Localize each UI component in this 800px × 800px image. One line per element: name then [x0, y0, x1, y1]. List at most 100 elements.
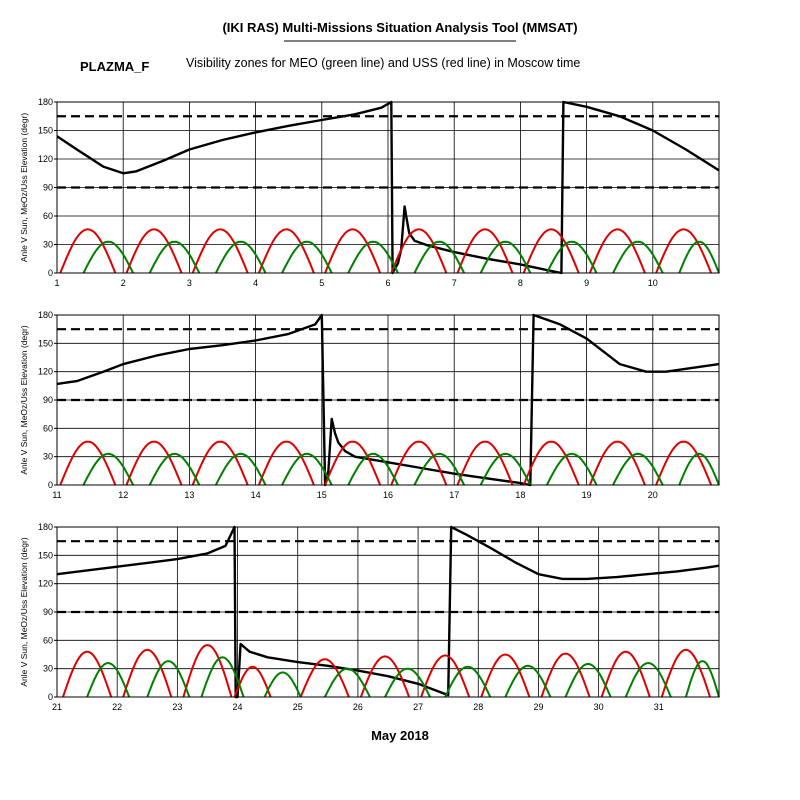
y-tick-label: 150 [38, 338, 53, 348]
green-visibility-arc [347, 452, 399, 486]
y-axis-label: Anle V Sun, MeOz/Uss Elevation (degr) [19, 537, 29, 686]
mission-label: PLAZMA_F [80, 59, 149, 74]
y-tick-label: 90 [43, 395, 53, 405]
x-tick-label: 15 [317, 490, 327, 500]
green-visibility-arc [413, 452, 465, 486]
green-visibility-arc [678, 452, 720, 486]
x-tick-label: 21 [52, 702, 62, 712]
y-tick-label: 180 [38, 97, 53, 107]
green-visibility-arc [148, 240, 201, 274]
x-tick-label: 17 [449, 490, 459, 500]
red-visibility-arc [324, 440, 382, 486]
red-visibility-arc [191, 440, 249, 486]
x-tick-label: 11 [52, 490, 61, 500]
green-visibility-arc [612, 240, 664, 274]
x-tick-label: 2 [121, 278, 126, 288]
y-tick-label: 150 [38, 550, 53, 560]
green-visibility-arc [479, 240, 532, 274]
red-visibility-arc [540, 652, 591, 698]
chart-panel-1: 0 30 60 90 120 150 180 1 2 3 4 5 6 7 8 9 10 Anle V Sun, M… [19, 97, 720, 288]
red-visibility-arc [588, 228, 646, 274]
y-tick-label: 90 [43, 607, 53, 617]
red-visibility-arc [420, 654, 471, 698]
y-tick-label: 0 [48, 692, 53, 702]
red-visibility-arc [233, 665, 272, 698]
green-visibility-arc [546, 240, 598, 274]
x-tick-label: 23 [172, 702, 182, 712]
x-tick-label: 24 [233, 702, 243, 712]
x-tick-label: 31 [654, 702, 664, 712]
y-tick-label: 120 [38, 579, 53, 589]
x-axis-label: May 2018 [371, 728, 429, 743]
sun-angle-line [56, 525, 720, 699]
x-tick-label: 8 [518, 278, 523, 288]
green-visibility-arc [215, 240, 267, 274]
x-tick-label: 4 [253, 278, 258, 288]
chart-subtitle: Visibility zones for MEO (green line) an… [186, 56, 580, 70]
green-visibility-arc [82, 240, 134, 274]
red-visibility-arc [480, 653, 531, 698]
red-visibility-arc [588, 440, 646, 486]
x-tick-label: 9 [584, 278, 589, 288]
y-tick-label: 180 [38, 310, 53, 320]
y-tick-label: 90 [43, 183, 53, 193]
y-tick-label: 0 [48, 268, 53, 278]
red-visibility-arc [522, 440, 580, 486]
green-visibility-arc [281, 240, 333, 274]
red-visibility-arc [390, 440, 448, 486]
y-tick-label: 60 [43, 211, 53, 221]
y-axis-label: Anle V Sun, MeOz/Uss Elevation (degr) [19, 113, 29, 262]
y-tick-label: 60 [43, 635, 53, 645]
x-tick-label: 13 [184, 490, 194, 500]
green-visibility-arc [612, 452, 664, 486]
red-visibility-arc [191, 228, 249, 274]
x-tick-label: 6 [385, 278, 390, 288]
chart-panel-2: 0 30 60 90 120 150 180 11 12 13 14 15 16 17 18 19 20 Anle… [19, 310, 720, 500]
green-visibility-arc [444, 665, 492, 698]
y-tick-label: 30 [43, 664, 53, 674]
green-visibility-arc [281, 452, 333, 486]
x-tick-label: 14 [251, 490, 261, 500]
sun-angle-line [56, 100, 720, 275]
red-visibility-arc [59, 228, 117, 274]
x-tick-label: 3 [187, 278, 192, 288]
x-tick-label: 26 [353, 702, 363, 712]
red-visibility-arc [62, 650, 113, 698]
red-visibility-arc [359, 655, 411, 698]
green-visibility-arc [215, 452, 267, 486]
green-visibility-arc [384, 667, 431, 698]
x-tick-label: 18 [515, 490, 525, 500]
x-tick-label: 5 [319, 278, 324, 288]
x-tick-label: 1 [54, 278, 59, 288]
y-tick-label: 30 [43, 240, 53, 250]
green-visibility-arc [479, 452, 532, 486]
green-visibility-arc [413, 240, 465, 274]
chart-panel-3: 0 30 60 90 120 150 180 21 22 23 24 25 26 27 28 29 30 31 An… [19, 522, 720, 712]
x-tick-label: 19 [582, 490, 592, 500]
red-visibility-arc [125, 228, 183, 274]
green-visibility-arc [146, 660, 191, 698]
red-visibility-arc [660, 648, 711, 698]
red-visibility-arc [59, 440, 117, 486]
x-tick-label: 16 [383, 490, 393, 500]
x-tick-label: 12 [118, 490, 128, 500]
green-visibility-arc [263, 671, 302, 698]
green-visibility-arc [86, 661, 131, 698]
sun-angle-line [56, 313, 720, 487]
green-visibility-arc [624, 661, 672, 698]
red-visibility-arc [655, 228, 713, 274]
chart-title: (IKI RAS) Multi-Missions Situation Analy… [222, 20, 577, 35]
green-visibility-arc [347, 240, 399, 274]
y-tick-label: 30 [43, 452, 53, 462]
x-tick-label: 29 [533, 702, 543, 712]
red-visibility-arc [655, 440, 713, 486]
green-visibility-arc [564, 662, 612, 698]
red-visibility-arc [522, 228, 580, 274]
red-visibility-arc [125, 440, 183, 486]
green-visibility-arc [148, 452, 201, 486]
x-tick-label: 27 [413, 702, 423, 712]
green-visibility-arc [546, 452, 598, 486]
red-visibility-arc [456, 228, 514, 274]
